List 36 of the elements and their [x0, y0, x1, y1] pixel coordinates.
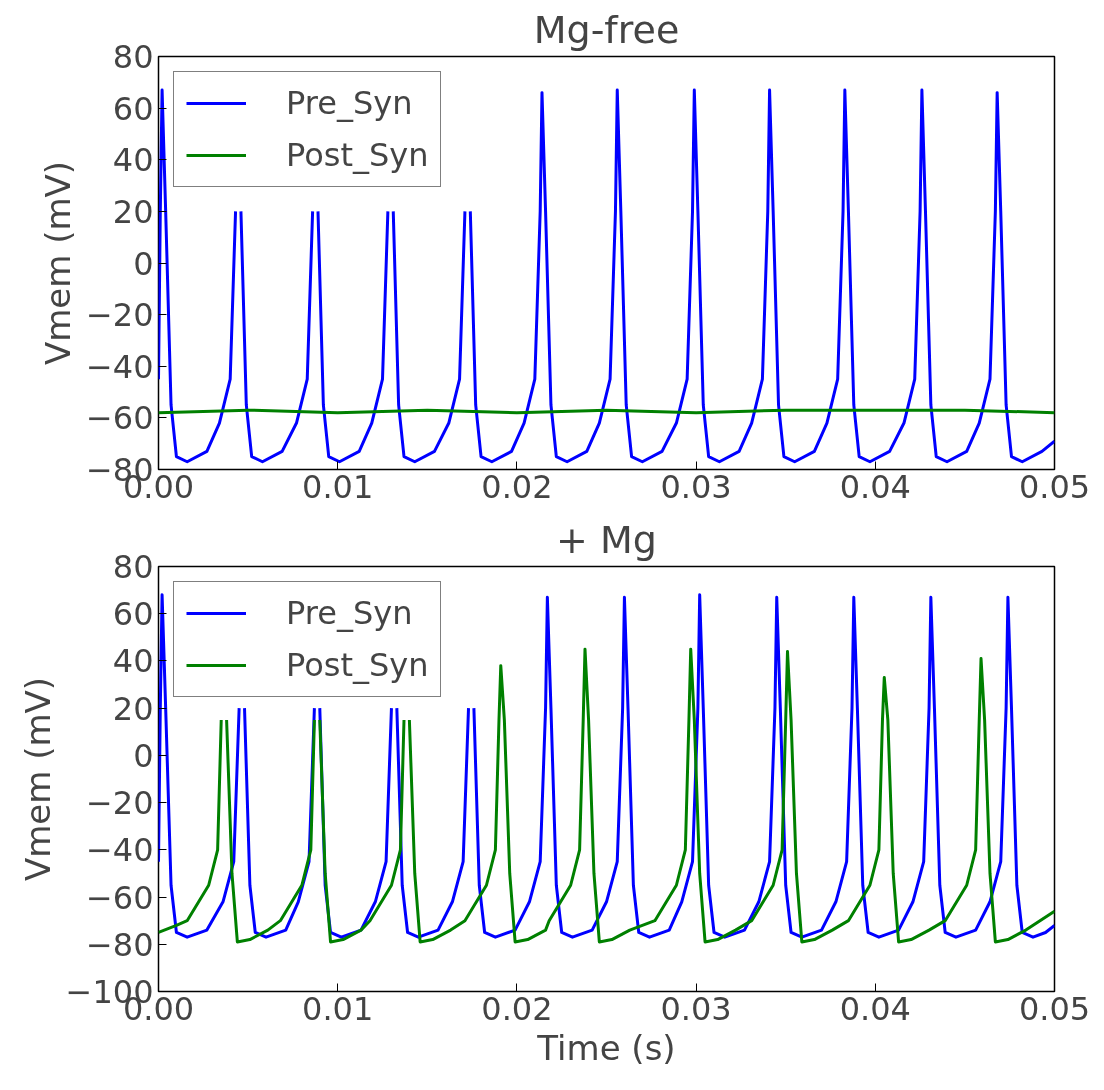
chart-title: Mg-free — [533, 7, 680, 52]
legend-label: Post_Syn — [286, 646, 429, 684]
y-tick-label: −60 — [85, 878, 154, 917]
y-tick-label: 40 — [112, 141, 154, 180]
legend-label: Post_Syn — [286, 136, 429, 174]
y-tick-label: −20 — [85, 296, 154, 335]
y-tick-label: 0 — [133, 736, 154, 775]
legend-label: Pre_Syn — [286, 84, 413, 122]
x-tick-label: 0.04 — [839, 467, 911, 506]
y-tick-label: 80 — [112, 548, 154, 586]
y-tick-label: 20 — [112, 689, 154, 728]
chart-title: + Mg — [556, 517, 657, 562]
x-tick-label: 0.03 — [660, 989, 732, 1028]
y-tick-label: 60 — [112, 595, 154, 634]
y-tick-label: 60 — [112, 89, 154, 128]
y-tick-label: −60 — [85, 399, 154, 438]
y-tick-label: −40 — [85, 831, 154, 870]
x-tick-label: 0.02 — [481, 467, 553, 506]
y-tick-label: 0 — [133, 244, 154, 283]
y-tick-label: −40 — [85, 347, 154, 386]
y-tick-label: 20 — [112, 192, 154, 231]
y-axis-title: Vmem (mV) — [37, 160, 78, 366]
x-tick-label: 0.04 — [839, 989, 911, 1028]
x-tick-label: 0.05 — [1018, 467, 1091, 506]
y-tick-label: −80 — [85, 925, 154, 964]
x-axis-title: Time (s) — [536, 1027, 676, 1068]
x-tick-label: 0.02 — [481, 989, 553, 1028]
x-tick-label: 0.01 — [302, 989, 374, 1028]
x-tick-label: 0.05 — [1018, 989, 1091, 1028]
x-tick-label: 0.01 — [302, 467, 374, 506]
legend-label: Pre_Syn — [286, 594, 413, 632]
x-tick-label: 0.03 — [660, 467, 732, 506]
y-axis-title: Vmem (mV) — [17, 676, 58, 882]
y-tick-label: 80 — [112, 38, 154, 76]
y-tick-label: 40 — [112, 642, 154, 681]
y-tick-label: −20 — [85, 784, 154, 823]
